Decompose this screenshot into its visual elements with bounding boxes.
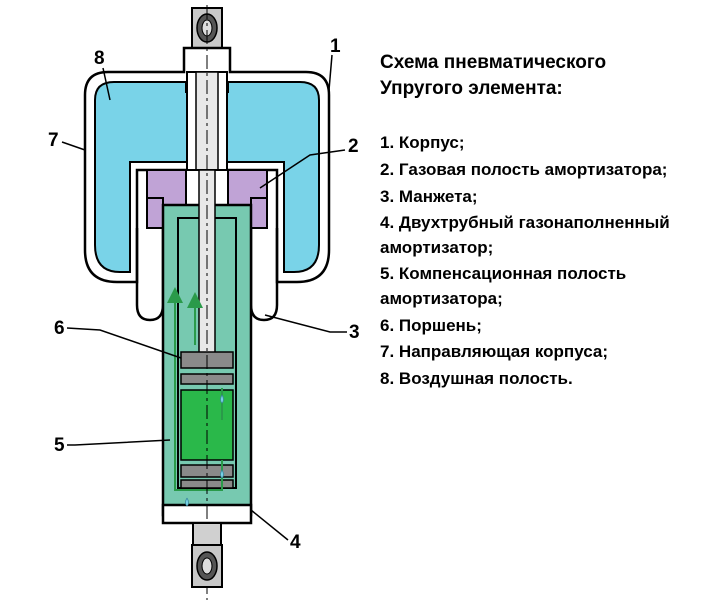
text-area: Схема пневматического Упругого элемента:… [380,50,700,394]
legend-item: 4. Двухтрубный газонаполненный амортизат… [380,211,700,260]
svg-text:8: 8 [94,48,105,69]
cuff-right [251,228,277,320]
title-line-1: Схема пневматического [380,52,606,73]
legend-item: 2. Газовая полость амортизатора; [380,158,700,183]
svg-text:3: 3 [349,322,360,343]
title-line-2: Упругого элемента: [380,78,563,99]
bottom-neck [193,523,221,545]
legend-item: 5. Компенсационная полость амортизатора; [380,262,700,311]
legend-list: 1. Корпус; 2. Газовая полость амортизато… [380,131,700,391]
svg-text:2: 2 [348,136,359,157]
legend-item: 3. Манжета; [380,185,700,210]
legend-item: 8. Воздушная полость. [380,367,700,392]
svg-text:1: 1 [330,36,341,57]
bottom-mount [192,545,222,587]
svg-text:4: 4 [290,532,301,553]
svg-text:6: 6 [54,318,65,339]
svg-text:5: 5 [54,435,65,456]
diagram-area: 1 2 3 4 5 6 7 8 [0,0,370,609]
diagram-title: Схема пневматического Упругого элемента: [380,50,700,101]
legend-item: 1. Корпус; [380,131,700,156]
pneumatic-element-diagram: 1 2 3 4 5 6 7 8 [0,0,370,609]
legend-item: 6. Поршень; [380,314,700,339]
svg-text:7: 7 [48,130,59,151]
cuff-left [137,228,163,320]
legend-item: 7. Направляющая корпуса; [380,340,700,365]
